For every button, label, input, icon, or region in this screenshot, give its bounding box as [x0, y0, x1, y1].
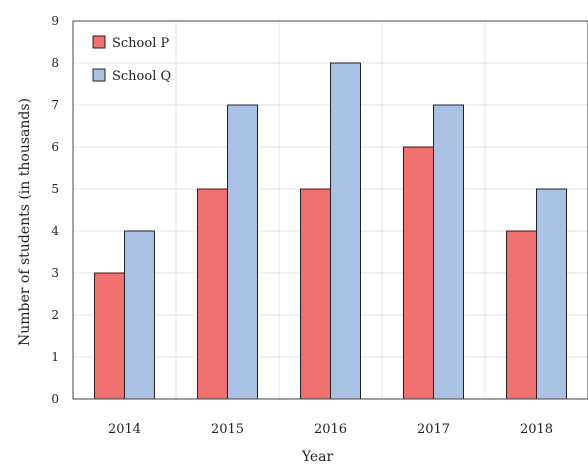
y-axis-label: Number of students (in thousands) [17, 98, 33, 346]
bar-school-p-2016 [300, 188, 331, 400]
bar-school-p-2014 [94, 272, 125, 400]
plot-frame [72, 20, 588, 400]
y-tick-label: 6 [51, 140, 59, 154]
bar-school-q-2015 [227, 104, 258, 400]
legend-swatch-school-q [92, 68, 106, 82]
x-tick-label: 2014 [108, 422, 141, 437]
y-axis-ticks: 0 1 2 3 4 5 6 7 8 9 [51, 14, 59, 406]
bar-school-q-2018 [536, 188, 567, 400]
bar-school-q-2014 [124, 230, 155, 400]
bar-school-q-2016 [330, 62, 361, 400]
x-tick-label: 2016 [314, 422, 347, 437]
y-tick-label: 0 [51, 392, 59, 406]
bar-school-q-2017 [433, 104, 464, 400]
bar-school-p-2017 [403, 146, 434, 400]
legend: School P School Q [92, 35, 171, 84]
x-tick-label: 2018 [520, 422, 553, 437]
legend-swatch-school-p [92, 35, 106, 49]
y-tick-label: 8 [51, 56, 59, 70]
legend-label-school-q: School Q [112, 69, 171, 84]
y-tick-label: 3 [51, 266, 59, 280]
bars [94, 62, 567, 400]
x-axis-label: Year [301, 449, 334, 464]
y-tick-label: 4 [51, 224, 59, 238]
x-tick-label: 2015 [211, 422, 244, 437]
x-tick-label: 2017 [417, 422, 450, 437]
y-tick-label: 5 [51, 182, 59, 196]
bar-school-p-2018 [506, 230, 537, 400]
y-tick-label: 2 [51, 308, 59, 322]
bar-school-p-2015 [197, 188, 228, 400]
y-tick-label: 1 [51, 350, 59, 364]
x-axis-ticks: 2014 2015 2016 2017 2018 [108, 422, 553, 437]
y-tick-label: 9 [51, 14, 59, 28]
legend-label-school-p: School P [112, 36, 170, 51]
y-tick-label: 7 [51, 98, 59, 112]
